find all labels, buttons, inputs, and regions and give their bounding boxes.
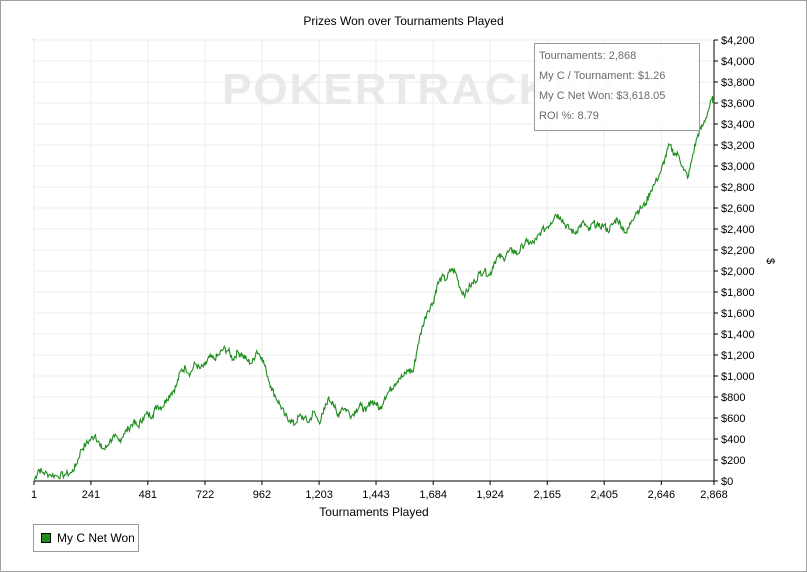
x-tick-label: 241 [82,489,100,501]
legend-swatch [41,533,51,543]
y-tick-label: $3,000 [721,161,755,173]
y-tick-label: $2,200 [721,245,755,257]
x-tick-label: 2,646 [648,489,676,501]
y-tick-label: $600 [721,413,745,425]
x-tick-label: 2,165 [533,489,561,501]
chart-title: Prizes Won over Tournaments Played [303,14,504,28]
y-tick-label: $2,800 [721,182,755,194]
legend[interactable]: My C Net Won [33,524,139,552]
x-tick-label: 481 [139,489,157,501]
axes [33,39,718,485]
y-tick-label: $1,200 [721,350,755,362]
x-tick-label: 1,443 [362,489,390,501]
y-tick-label: $4,000 [721,56,755,68]
x-tick-label: 2,405 [590,489,618,501]
x-tick-label: 962 [253,489,271,501]
x-tick-label: 1,203 [305,489,333,501]
y-tick-label: $2,000 [721,266,755,278]
net-won-value: My C Net Won: $3,618.05 [539,90,666,102]
y-tick-label: $2,400 [721,224,755,236]
x-axis-label: Tournaments Played [319,505,429,519]
y-tick-label: $3,200 [721,140,755,152]
y-tick-label: $1,000 [721,371,755,383]
x-tick-label: 2,868 [700,489,728,501]
tournaments-count: Tournaments: 2,868 [539,50,637,62]
y-tick-label: $3,600 [721,98,755,110]
y-tick-label: $4,200 [721,35,755,47]
legend-label: My C Net Won [57,531,135,545]
roi-value: ROI %: 8.79 [539,110,599,122]
y-tick-label: $800 [721,392,745,404]
y-tick-label: $3,800 [721,77,755,89]
x-tick-label: 1,684 [419,489,447,501]
y-tick-label: $400 [721,434,745,446]
series-layer [33,95,715,482]
y-tick-label: $1,400 [721,329,755,341]
summary-tooltip: Tournaments: 2,868 My C / Tournament: $1… [534,43,700,131]
y-tick-label: $200 [721,455,745,467]
y-tick-label: $3,400 [721,119,755,131]
series-line-my-c-net-won [33,95,715,482]
y-axis-label: $ [764,257,776,265]
y-tick-label: $1,600 [721,308,755,320]
y-tick-label: $2,600 [721,203,755,215]
per-tournament-value: My C / Tournament: $1.26 [539,70,666,82]
y-tick-label: $0 [721,476,733,488]
tick-labels: $0 $200 $400 $600 $800 $1,000 $1,200 $1,400 $1,6… [31,35,755,501]
x-tick-label: 722 [196,489,214,501]
x-tick-label: 1 [31,489,37,501]
x-tick-label: 1,924 [476,489,504,501]
y-tick-label: $1,800 [721,287,755,299]
